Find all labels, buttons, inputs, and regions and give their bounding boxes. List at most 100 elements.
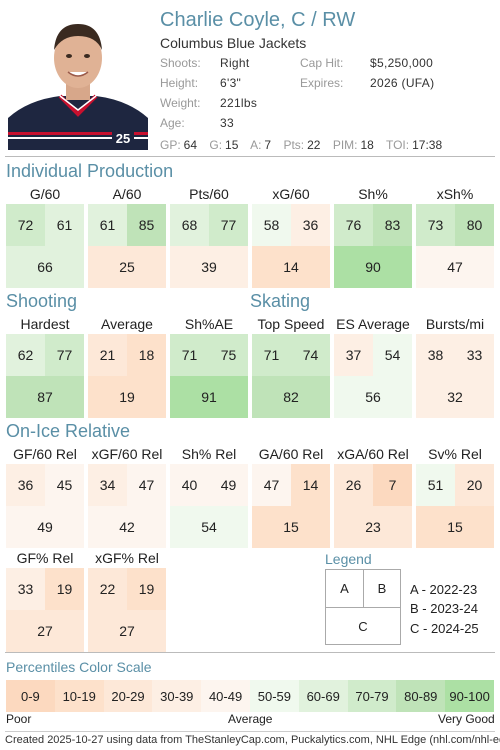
stat-box-top-speed: 71 74 82 [252, 334, 330, 418]
stat-value-a: 71 [170, 334, 209, 376]
pim-label: PIM: [332, 138, 358, 152]
stat-value-a: 68 [170, 204, 209, 246]
stat-title-average: Average [101, 316, 153, 332]
stat-value-a: 26 [334, 464, 373, 506]
stat-title-pts-60: Pts/60 [189, 186, 229, 202]
legend-c-desc: C - 2024-25 [410, 621, 479, 636]
stat-value-a: 38 [416, 334, 455, 376]
stat-value-c: 14 [252, 246, 330, 288]
height-label: Height: [160, 76, 199, 90]
goals-value: 15 [225, 138, 239, 152]
stat-box-xgf-rel: 22 19 27 [88, 568, 166, 652]
stat-value-b: 75 [209, 334, 248, 376]
stat-value-c: 47 [416, 246, 494, 288]
header-divider [5, 156, 495, 157]
stat-box-sh-rel: 40 49 54 [170, 464, 248, 548]
stat-title-bursts-mi: Bursts/mi [425, 316, 485, 332]
stat-title-ga-60-rel: GA/60 Rel [258, 446, 324, 462]
scale-bin: 60-69 [298, 680, 348, 712]
stat-value-b: 7 [373, 464, 412, 506]
stat-box-sv-rel: 51 20 15 [416, 464, 494, 548]
stat-value-b: 45 [45, 464, 84, 506]
stat-value-c: 56 [334, 376, 412, 418]
footer-divider [5, 731, 495, 732]
stat-box-gf-rel: 33 19 27 [6, 568, 84, 652]
section-individual-production: Individual Production [6, 161, 174, 181]
stat-title-sh-ae: Sh%AE [184, 316, 234, 332]
legend-cell-b: B [363, 569, 401, 608]
stat-value-a: 51 [416, 464, 455, 506]
legend-cell-c: C [325, 607, 401, 645]
stat-value-c: 82 [252, 376, 330, 418]
stat-value-b: 85 [127, 204, 166, 246]
stat-box-xga-60-rel: 26 7 23 [334, 464, 412, 548]
legend-a-desc: A - 2022-23 [410, 582, 478, 597]
stat-value-c: 25 [88, 246, 166, 288]
scale-bin: 90-100 [445, 680, 494, 712]
assists-label: A: [250, 138, 262, 152]
legend-diagram: A B C [325, 569, 401, 645]
scale-divider [5, 652, 495, 653]
stat-value-a: 40 [170, 464, 209, 506]
stat-value-c: 90 [334, 246, 412, 288]
stat-value-c: 66 [6, 246, 84, 288]
stat-box-pts-60: 68 77 39 [170, 204, 248, 288]
stat-value-a: 21 [88, 334, 127, 376]
stat-value-c: 49 [6, 506, 84, 548]
assists-value: 7 [264, 138, 272, 152]
stat-value-c: 54 [170, 506, 248, 548]
stat-title-es-average: ES Average [336, 316, 410, 332]
legend-cell-a: A [325, 569, 364, 608]
stat-value-b: 80 [455, 204, 494, 246]
stat-box-sh-ae: 71 75 91 [170, 334, 248, 418]
stat-value-a: 37 [334, 334, 373, 376]
stat-title-sv-rel: Sv% Rel [428, 446, 482, 462]
stat-value-c: 42 [88, 506, 166, 548]
stat-title-gf-rel: GF% Rel [16, 550, 74, 566]
scale-poor-label: Poor [6, 712, 32, 726]
stat-value-c: 19 [88, 376, 166, 418]
cap-hit-label: Cap Hit: [300, 56, 344, 70]
gp-value: 64 [183, 138, 198, 152]
stat-box-xgf-60-rel: 34 47 42 [88, 464, 166, 548]
scale-title: Percentiles Color Scale [6, 659, 152, 675]
stat-value-b: 77 [45, 334, 84, 376]
footer-credits: Created 2025-10-27 using data from TheSt… [5, 734, 500, 746]
stat-value-a: 22 [88, 568, 127, 610]
stat-box-xg-60: 58 36 14 [252, 204, 330, 288]
stat-box-gf-60-rel: 36 45 49 [6, 464, 84, 548]
stat-value-b: 33 [455, 334, 494, 376]
stat-value-b: 49 [209, 464, 248, 506]
stat-title-xg-60: xG/60 [272, 186, 310, 202]
weight-label: Weight: [160, 96, 201, 110]
stat-value-c: 32 [416, 376, 494, 418]
legend-title: Legend [325, 551, 372, 567]
scale-bin: 10-19 [54, 680, 104, 712]
section-on-ice-relative: On-Ice Relative [6, 421, 131, 441]
section-skating: Skating [250, 291, 311, 311]
age-label: Age: [160, 116, 185, 130]
stat-value-a: 58 [252, 204, 291, 246]
stat-value-c: 91 [170, 376, 248, 418]
stat-title-top-speed: Top Speed [257, 316, 325, 332]
legend-b-desc: B - 2023-24 [410, 601, 478, 616]
stat-box-average: 21 18 19 [88, 334, 166, 418]
pim-value: 18 [360, 138, 374, 152]
stat-value-a: 62 [6, 334, 45, 376]
stat-box-hardest: 62 77 87 [6, 334, 84, 418]
stat-title-g-60: G/60 [29, 186, 61, 202]
shoots-value: Right [220, 56, 250, 70]
stat-value-b: 77 [209, 204, 248, 246]
stat-box-bursts-mi: 38 33 32 [416, 334, 494, 418]
shoots-label: Shoots: [160, 56, 201, 70]
team-name: Columbus Blue Jackets [160, 35, 307, 51]
stat-title-sh-rel: Sh% Rel [181, 446, 237, 462]
points-label: Pts: [283, 138, 305, 152]
stat-title-xgf-60-rel: xGF/60 Rel [91, 446, 163, 462]
stat-value-c: 15 [252, 506, 330, 548]
stat-value-b: 83 [373, 204, 412, 246]
stat-value-a: 36 [6, 464, 45, 506]
expires-label: Expires: [300, 76, 344, 90]
scale-bin: 0-9 [6, 680, 55, 712]
stat-value-a: 33 [6, 568, 45, 610]
